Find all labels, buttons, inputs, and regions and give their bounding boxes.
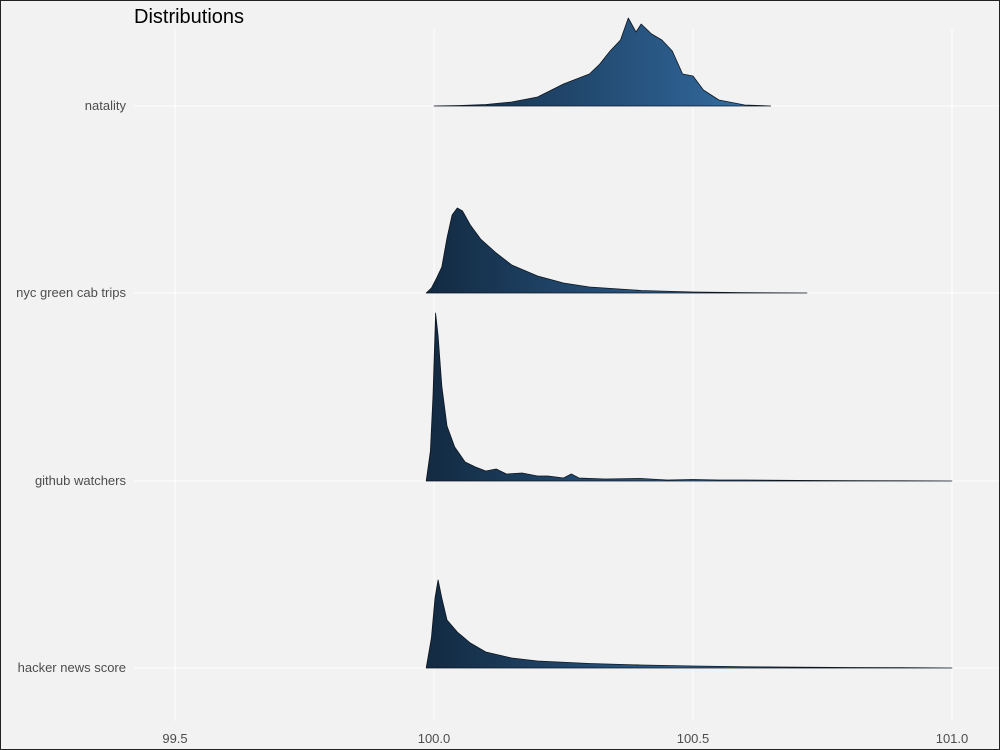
ridge-github-watchers <box>425 312 953 482</box>
x-tick-label: 101.0 <box>936 731 969 746</box>
y-tick-label: natality <box>85 98 127 113</box>
ridge-nyc-green-cab-trips <box>425 207 808 294</box>
chart-title: Distributions <box>134 6 245 28</box>
y-tick-label: hacker news score <box>18 660 126 675</box>
x-tick-label: 99.5 <box>162 731 187 746</box>
y-tick-label: nyc green cab trips <box>16 285 126 300</box>
ridge-natality <box>433 17 772 107</box>
x-tick-label: 100.5 <box>677 731 710 746</box>
x-tick-label: 100.0 <box>418 731 451 746</box>
y-tick-label: github watchers <box>35 473 127 488</box>
ridge-hacker-news-score <box>425 579 953 669</box>
